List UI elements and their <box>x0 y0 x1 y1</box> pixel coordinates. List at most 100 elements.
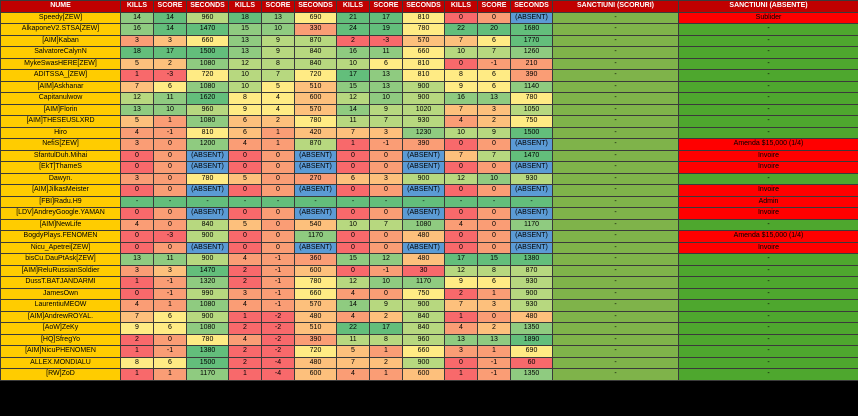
sanction-score: - <box>552 345 679 358</box>
stat-cell: 3 <box>153 264 187 277</box>
stat-cell: 330 <box>294 23 337 36</box>
stat-cell: 3 <box>444 345 478 358</box>
stat-cell: 1170 <box>402 276 445 289</box>
table-row: Hiro 4 -1 810 6 1 420 7 3 1230 10 9 1500- - <box>0 126 858 139</box>
stat-cell: 0 <box>477 184 511 197</box>
stat-cell: -1 <box>261 287 295 300</box>
stat-cell: 900 <box>402 80 445 93</box>
stat-cell: 1 <box>120 276 154 289</box>
table-row: bisCu.DauPtAsk[ZEW] 13 11 900 4 -1 360 15 12 480 1… <box>0 253 858 266</box>
stat-cell: 13 <box>228 34 262 47</box>
stat-cell: 870 <box>294 138 337 151</box>
sanction-score: - <box>552 115 679 128</box>
stat-cell: 4 <box>444 115 478 128</box>
player-name: [AIM]Askhanar <box>0 80 121 93</box>
stat-cell: 18 <box>228 11 262 24</box>
stat-cell: -2 <box>261 322 295 335</box>
stat-cell: 390 <box>510 69 553 82</box>
stat-cell: 7 <box>261 69 295 82</box>
stat-cell: 0 <box>336 207 370 220</box>
stat-cell: 9 <box>228 103 262 116</box>
stat-cell: 2 <box>477 115 511 128</box>
sanction-absence: - <box>678 253 858 266</box>
stat-cell: 0 <box>228 149 262 162</box>
stat-cell: 1080 <box>186 57 229 70</box>
stat-cell: -2 <box>261 345 295 358</box>
player-name: [AIM]Kaban <box>0 34 121 47</box>
table-row: [AIM]ReluRussianSoldier 3 3 1470 2 -1 600 0 -1 30… <box>0 264 858 277</box>
stat-cell: 19 <box>369 23 403 36</box>
table-row: Speedy[ZEW] 14 14 960 18 13 690 21 17 810 0 0 (ABSEN… <box>0 11 858 24</box>
stat-cell: 13 <box>444 333 478 346</box>
player-name: [HQ]SfregYo <box>0 333 121 346</box>
stat-cell: 12 <box>336 276 370 289</box>
stat-cell: 17 <box>336 69 370 82</box>
sanction-score: - <box>552 11 679 24</box>
stat-cell: 1080 <box>186 299 229 312</box>
stat-cell: 780 <box>294 115 337 128</box>
stat-cell: - <box>120 195 154 208</box>
stat-cell: (ABSENT) <box>510 11 553 24</box>
stat-cell: 3 <box>477 103 511 116</box>
header-14: SANCTIUNI (ABSENTE) <box>678 0 858 13</box>
stat-cell: 7 <box>477 46 511 59</box>
stat-cell: 3 <box>120 138 154 151</box>
stat-cell: 870 <box>294 34 337 47</box>
stat-cell: 2 <box>477 322 511 335</box>
stat-cell: 10 <box>444 46 478 59</box>
stat-cell: 7 <box>120 310 154 323</box>
stat-cell: 12 <box>228 57 262 70</box>
stat-cell: 1080 <box>186 80 229 93</box>
sanction-score: - <box>552 230 679 243</box>
stat-cell: 0 <box>120 161 154 174</box>
stat-cell: 0 <box>153 149 187 162</box>
stat-cell: (ABSENT) <box>294 207 337 220</box>
stat-cell: 0 <box>120 287 154 300</box>
player-name: ALLEX.MONDIALU <box>0 356 121 369</box>
stat-cell: 2 <box>336 34 370 47</box>
stat-cell: -1 <box>261 276 295 289</box>
sanction-absence: - <box>678 299 858 312</box>
stat-cell: 4 <box>228 138 262 151</box>
stat-cell: -1 <box>477 57 511 70</box>
stat-cell: (ABSENT) <box>402 161 445 174</box>
player-name: Hiro <box>0 126 121 139</box>
stat-cell: 660 <box>402 46 445 59</box>
stat-cell: 1020 <box>402 103 445 116</box>
stat-cell: 14 <box>153 11 187 24</box>
stat-cell: 22 <box>336 322 370 335</box>
stat-cell: 0 <box>261 207 295 220</box>
sanction-score: - <box>552 287 679 300</box>
stat-cell: 9 <box>369 299 403 312</box>
player-name: Dawyn. <box>0 172 121 185</box>
stat-cell: (ABSENT) <box>186 161 229 174</box>
player-name: NefiS[ZEW] <box>0 138 121 151</box>
sanction-absence: Invoire <box>678 149 858 162</box>
table-row: [RW]ZoD 1 1 1170 1 -4 600 4 1 600 1 -1 1350- - <box>0 368 858 381</box>
stat-cell: 780 <box>294 276 337 289</box>
stat-cell: 870 <box>510 264 553 277</box>
stat-cell: 1 <box>120 345 154 358</box>
sanction-score: - <box>552 103 679 116</box>
stat-cell: 480 <box>294 356 337 369</box>
stat-cell: 0 <box>120 184 154 197</box>
header-7: KILLS <box>336 0 370 13</box>
sanction-score: - <box>552 322 679 335</box>
stat-cell: 1500 <box>510 126 553 139</box>
sanction-score: - <box>552 310 679 323</box>
header-1: KILLS <box>120 0 154 13</box>
stat-cell: 2 <box>261 115 295 128</box>
stat-cell: 2 <box>228 276 262 289</box>
table-row: [AIM]NicuPHENOMEN 1 -1 1380 2 -2 720 5 1 660 3 1 690… <box>0 345 858 358</box>
stat-cell: 2 <box>228 322 262 335</box>
stat-cell: 0 <box>261 149 295 162</box>
stat-cell: 4 <box>336 287 370 300</box>
stat-cell: 7 <box>444 34 478 47</box>
stat-cell: 4 <box>120 218 154 231</box>
stat-cell: 16 <box>336 46 370 59</box>
sanction-absence: - <box>678 356 858 369</box>
player-name: [LDV]AndreyGoogle.YAMAN <box>0 207 121 220</box>
stat-cell: 1890 <box>510 333 553 346</box>
stat-cell: - <box>228 195 262 208</box>
stat-cell: 13 <box>369 80 403 93</box>
